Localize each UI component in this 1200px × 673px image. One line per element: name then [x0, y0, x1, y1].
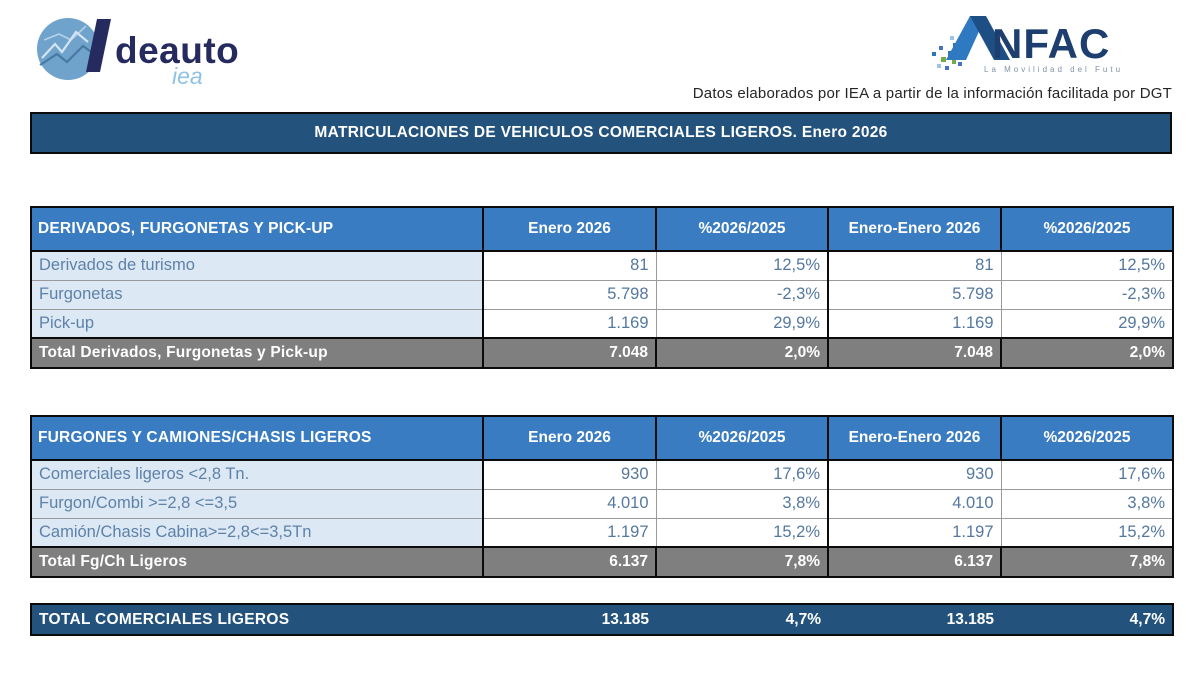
- table-derivados-furgonetas-pickup: DERIVADOS, FURGONETAS Y PICK-UP Enero 20…: [30, 206, 1174, 369]
- row-label: Comerciales ligeros <2,8 Tn.: [30, 459, 484, 490]
- ideauto-logo: deauto iea: [37, 18, 239, 89]
- ideauto-globe-icon: [37, 18, 99, 80]
- cell-value: 81: [483, 250, 657, 281]
- total-label: Total Fg/Ch Ligeros: [30, 546, 484, 578]
- cell-value: 4.010: [483, 488, 657, 519]
- column-header-enero: Enero 2026: [482, 415, 657, 461]
- column-header-pct: %2026/2025: [655, 415, 829, 461]
- grand-total-bar: TOTAL COMERCIALES LIGEROS 13.185 4,7% 13…: [30, 603, 1174, 636]
- ideauto-script: iea: [172, 63, 203, 89]
- column-header-enero-enero: Enero-Enero 2026: [827, 415, 1002, 461]
- cell-value: 12,5%: [656, 250, 829, 281]
- column-header-pct-acum: %2026/2025: [1000, 415, 1174, 461]
- cell-value: 5.798: [483, 279, 657, 310]
- masthead: deauto iea: [30, 10, 1172, 106]
- masthead-right: NFAC La Movilidad del Futuro Datos elabo…: [693, 10, 1172, 102]
- cell-value: 4.010: [828, 488, 1002, 519]
- total-value: 6.137: [482, 546, 657, 578]
- table-row: Pick-up 1.169 29,9% 1.169 29,9%: [30, 308, 1174, 339]
- report-title: MATRICULACIONES DE VEHICULOS COMERCIALES…: [314, 124, 888, 141]
- grand-total-row: TOTAL COMERCIALES LIGEROS 13.185 4,7% 13…: [31, 604, 1173, 635]
- total-value: 2,0%: [1000, 337, 1174, 369]
- column-header-pct: %2026/2025: [655, 206, 829, 252]
- column-header-pct-acum: %2026/2025: [1000, 206, 1174, 252]
- ideauto-i-slash-icon: [86, 19, 111, 72]
- grand-total-value: 4,7%: [1001, 604, 1173, 635]
- cell-value: 3,8%: [1001, 488, 1174, 519]
- cell-value: 1.169: [483, 308, 657, 339]
- cell-value: -2,3%: [1001, 279, 1174, 310]
- cell-value: 3,8%: [656, 488, 829, 519]
- data-source-note: Datos elaborados por IEA a partir de la …: [692, 85, 1172, 102]
- total-value: 7.048: [827, 337, 1002, 369]
- row-label: Furgon/Combi >=2,8 <=3,5: [30, 488, 484, 519]
- table-row: Furgon/Combi >=2,8 <=3,5 4.010 3,8% 4.01…: [30, 488, 1174, 519]
- cell-value: 12,5%: [1001, 250, 1174, 281]
- anfac-wordmark: NFAC: [992, 20, 1110, 67]
- table-row: Comerciales ligeros <2,8 Tn. 930 17,6% 9…: [30, 459, 1174, 490]
- table-furgones-camiones-chasis: FURGONES Y CAMIONES/CHASIS LIGEROS Enero…: [30, 415, 1174, 578]
- table-row: Furgonetas 5.798 -2,3% 5.798 -2,3%: [30, 279, 1174, 310]
- cell-value: 15,2%: [1001, 517, 1174, 548]
- table1-title: DERIVADOS, FURGONETAS Y PICK-UP: [30, 206, 484, 252]
- anfac-logo: NFAC La Movilidad del Futuro: [932, 16, 1133, 74]
- row-label: Camión/Chasis Cabina>=2,8<=3,5Tn: [30, 517, 484, 548]
- cell-value: 1.169: [828, 308, 1002, 339]
- grand-total-label: TOTAL COMERCIALES LIGEROS: [31, 604, 483, 635]
- table2-header-row: FURGONES Y CAMIONES/CHASIS LIGEROS Enero…: [30, 415, 1174, 461]
- anfac-tagline: La Movilidad del Futuro: [984, 65, 1120, 74]
- table2-title: FURGONES Y CAMIONES/CHASIS LIGEROS: [30, 415, 484, 461]
- cell-value: 29,9%: [656, 308, 829, 339]
- cell-value: 5.798: [828, 279, 1002, 310]
- cell-value: 1.197: [828, 517, 1002, 548]
- total-value: 2,0%: [655, 337, 829, 369]
- row-label: Derivados de turismo: [30, 250, 484, 281]
- cell-value: -2,3%: [656, 279, 829, 310]
- cell-value: 930: [483, 459, 657, 490]
- report-page: deauto iea: [30, 10, 1174, 636]
- cell-value: 17,6%: [1001, 459, 1174, 490]
- table2-total-row: Total Fg/Ch Ligeros 6.137 7,8% 6.137 7,8…: [30, 546, 1174, 578]
- table1-total-row: Total Derivados, Furgonetas y Pick-up 7.…: [30, 337, 1174, 369]
- cell-value: 930: [828, 459, 1002, 490]
- cell-value: 81: [828, 250, 1002, 281]
- ideauto-wordmark: deauto: [115, 30, 239, 71]
- total-value: 6.137: [827, 546, 1002, 578]
- total-value: 7,8%: [1000, 546, 1174, 578]
- cell-value: 29,9%: [1001, 308, 1174, 339]
- grand-total-value: 13.185: [483, 604, 656, 635]
- cell-value: 15,2%: [656, 517, 829, 548]
- grand-total-value: 13.185: [828, 604, 1001, 635]
- table-row: Camión/Chasis Cabina>=2,8<=3,5Tn 1.197 1…: [30, 517, 1174, 548]
- table1-header-row: DERIVADOS, FURGONETAS Y PICK-UP Enero 20…: [30, 206, 1174, 252]
- row-label: Pick-up: [30, 308, 484, 339]
- total-label: Total Derivados, Furgonetas y Pick-up: [30, 337, 484, 369]
- total-value: 7.048: [482, 337, 657, 369]
- anfac-a-right-icon: [970, 16, 1010, 60]
- column-header-enero-enero: Enero-Enero 2026: [827, 206, 1002, 252]
- cell-value: 17,6%: [656, 459, 829, 490]
- column-header-enero: Enero 2026: [482, 206, 657, 252]
- row-label: Furgonetas: [30, 279, 484, 310]
- report-title-bar: MATRICULACIONES DE VEHICULOS COMERCIALES…: [30, 112, 1172, 154]
- grand-total-value: 4,7%: [656, 604, 828, 635]
- cell-value: 1.197: [483, 517, 657, 548]
- table-row: Derivados de turismo 81 12,5% 81 12,5%: [30, 250, 1174, 281]
- total-value: 7,8%: [655, 546, 829, 578]
